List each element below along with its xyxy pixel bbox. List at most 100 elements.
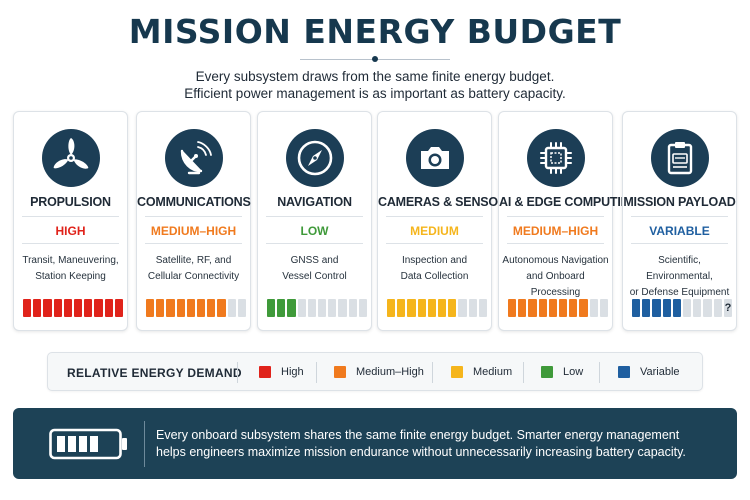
- legend-item-high: High: [259, 365, 304, 379]
- demand-meter: [23, 299, 124, 317]
- demand-level: MEDIUM–HIGH: [512, 224, 599, 238]
- card-divider: [266, 216, 363, 217]
- meter-segment: [307, 299, 317, 317]
- card-title: COMMUNICATIONS: [137, 195, 251, 209]
- description-line: and Onboard Processing: [526, 271, 585, 298]
- meter-segment: [348, 299, 357, 317]
- meter-segment: [569, 299, 578, 317]
- legend-item-medium: Medium: [451, 365, 512, 379]
- satellite-dish-icon: [165, 129, 223, 187]
- legend-label: Medium–High: [356, 366, 424, 378]
- legend-label: Medium: [473, 366, 513, 378]
- card-divider: [22, 216, 119, 217]
- meter-segment: [652, 299, 661, 317]
- meter-segment: [632, 299, 641, 317]
- subsystem-cards: PROPULSION HIGH Transit, Maneuvering, St…: [13, 111, 739, 331]
- meter-segment: [74, 299, 83, 317]
- meter-segment: [559, 299, 568, 317]
- meter-segment: [387, 299, 396, 317]
- card-navigation: NAVIGATION LOW GNSS and Vessel Control: [257, 111, 372, 331]
- meter-segment: [146, 299, 155, 317]
- meter-segment: [207, 299, 216, 317]
- meter-segment: [156, 299, 165, 317]
- camera-icon: [406, 129, 464, 187]
- card-divider: [386, 216, 483, 217]
- battery-icon: [49, 428, 131, 465]
- card-mission-payload: MISSION PAYLOAD VARIABLE Scientific, Env…: [622, 111, 737, 331]
- meter-segment: [277, 299, 286, 317]
- meter-segment: [287, 299, 296, 317]
- meter-segment: [458, 299, 467, 317]
- card-divider: [507, 243, 604, 244]
- clipboard-icon: [651, 129, 709, 187]
- meter-segment: [114, 299, 124, 317]
- meter-segment: [703, 299, 712, 317]
- meter-segment: [538, 299, 547, 317]
- demand-meter: [508, 299, 609, 317]
- footer-line-1: Every onboard subsystem shares the same …: [156, 428, 680, 442]
- meter-segment: [478, 299, 488, 317]
- meter-segment: [672, 299, 682, 317]
- meter-segment: [166, 299, 175, 317]
- meter-segment: [43, 299, 52, 317]
- card-description: Scientific, Environmental, or Defense Eq…: [625, 253, 734, 301]
- card-propulsion: PROPULSION HIGH Transit, Maneuvering, St…: [13, 111, 128, 331]
- description-line: Autonomous Navigation: [502, 255, 609, 266]
- meter-segment: [528, 299, 537, 317]
- meter-segment: [84, 299, 93, 317]
- meter-segment: [358, 299, 368, 317]
- card-title: MISSION PAYLOAD: [623, 195, 736, 209]
- card-description: Transit, Maneuvering, Station Keeping: [16, 253, 125, 285]
- chip-icon: [527, 129, 585, 187]
- card-divider: [145, 216, 242, 217]
- description-line: or Defense Equipment: [629, 287, 730, 298]
- demand-level: MEDIUM: [410, 224, 459, 238]
- subtitle-line-1: Every subsystem draws from the same fini…: [195, 69, 555, 84]
- card-ai-edge-computing: AI & EDGE COMPUTING MEDIUM–HIGH Autonomo…: [498, 111, 639, 331]
- description-line: Cellular Connectivity: [147, 271, 240, 282]
- legend-swatch: [618, 366, 630, 378]
- meter-segment: [417, 299, 426, 317]
- footer-separator: [144, 421, 145, 467]
- demand-level: MEDIUM–HIGH: [150, 224, 237, 238]
- card-description: GNSS and Vessel Control: [260, 253, 369, 285]
- legend-label: High: [281, 366, 304, 378]
- description-line: Data Collection: [400, 271, 469, 282]
- description-line: Satellite, RF, and: [155, 255, 232, 266]
- meter-segment: [23, 299, 32, 317]
- meter-segment: [438, 299, 447, 317]
- meter-segment: [338, 299, 347, 317]
- meter-segment: [508, 299, 517, 317]
- meter-segment: [693, 299, 702, 317]
- meter-segment: [94, 299, 103, 317]
- card-title: PROPULSION: [30, 195, 111, 209]
- demand-level: VARIABLE: [649, 224, 710, 238]
- demand-level: LOW: [300, 224, 329, 238]
- meter-segment: [63, 299, 73, 317]
- card-description: Inspection and Data Collection: [380, 253, 489, 285]
- meter-segment: [589, 299, 598, 317]
- meter-segment: [297, 299, 306, 317]
- energy-demand-legend: RELATIVE ENERGY DEMAND High Medium–High …: [47, 352, 703, 391]
- meter-segment: [53, 299, 62, 317]
- compass-icon: [286, 129, 344, 187]
- demand-meter: ?: [632, 299, 733, 317]
- meter-segment: [662, 299, 671, 317]
- description-line: Inspection and: [401, 255, 468, 266]
- legend-swatch: [259, 366, 271, 378]
- meter-segment: [427, 299, 437, 317]
- legend-separator: [523, 362, 524, 383]
- card-cameras-sensors: CAMERAS & SENSORS MEDIUM Inspection and …: [377, 111, 515, 331]
- subtitle-line-2: Efficient power management is as importa…: [184, 86, 566, 101]
- legend-item-low: Low: [541, 365, 583, 379]
- propeller-icon: [42, 129, 100, 187]
- legend-item-variable: Variable: [618, 365, 680, 379]
- meter-segment: [237, 299, 247, 317]
- description-line: Transit, Maneuvering,: [22, 255, 119, 266]
- page-subtitle: Every subsystem draws from the same fini…: [0, 68, 750, 102]
- card-title: CAMERAS & SENSORS: [378, 195, 515, 209]
- meter-segment: [227, 299, 236, 317]
- legend-title: RELATIVE ENERGY DEMAND: [67, 366, 242, 380]
- description-line: GNSS and: [290, 255, 339, 266]
- meter-segment: [448, 299, 457, 317]
